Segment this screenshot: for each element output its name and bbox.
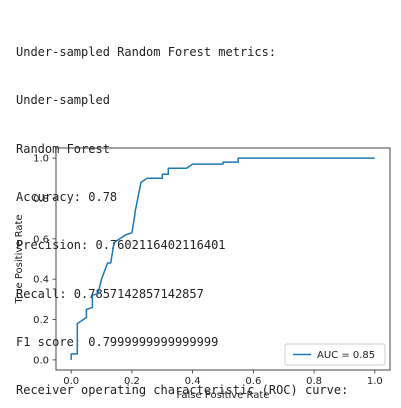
legend: AUC = 0.85 xyxy=(284,343,386,366)
x-tick-label: 0.4 xyxy=(185,376,201,387)
plot-area-frame xyxy=(55,147,391,371)
output-line-precision: Precision: 0.7602116402116401 xyxy=(16,238,226,253)
x-axis-ticks: 0.0 0.2 0.4 0.6 0.8 1.0 xyxy=(63,370,383,387)
output-line-subtitle: Under-sampled xyxy=(16,93,110,108)
x-tick-label: 0.0 xyxy=(63,376,79,387)
output-line-heading: Under-sampled Random Forest metrics: xyxy=(16,45,277,60)
metrics-output: Under-sampled Random Forest metrics: Und… xyxy=(16,12,348,408)
output-line-roc-heading: Receiver operating characteristic (ROC) … xyxy=(16,383,349,398)
y-axis-ticks: 0.0 0.2 0.4 0.6 0.8 1.0 xyxy=(33,154,56,366)
y-tick-label: 0.6 xyxy=(33,234,49,245)
x-tick-label: 0.6 xyxy=(245,376,261,387)
y-tick-label: 0.0 xyxy=(33,355,49,366)
y-tick-label: 0.4 xyxy=(33,275,49,286)
x-tick-label: 1.0 xyxy=(367,376,383,387)
y-axis-label: True Positive Rate xyxy=(14,214,25,304)
x-axis-label: False Positive Rate xyxy=(177,390,270,401)
y-tick-label: 1.0 xyxy=(33,154,49,165)
output-line-model: Random Forest xyxy=(16,141,110,156)
output-line-f1: F1 score: 0.7999999999999999 xyxy=(16,334,219,349)
legend-box xyxy=(284,343,386,366)
y-tick-label: 0.2 xyxy=(33,315,49,326)
x-tick-label: 0.2 xyxy=(124,376,140,387)
x-tick-label: 0.8 xyxy=(306,376,322,387)
legend-label: AUC = 0.85 xyxy=(317,350,375,361)
output-line-accuracy: Accuracy: 0.78 xyxy=(16,190,118,205)
roc-curve-line xyxy=(70,157,375,360)
output-line-recall: Recall: 0.7857142857142857 xyxy=(16,286,204,301)
y-tick-label: 0.8 xyxy=(33,194,49,205)
